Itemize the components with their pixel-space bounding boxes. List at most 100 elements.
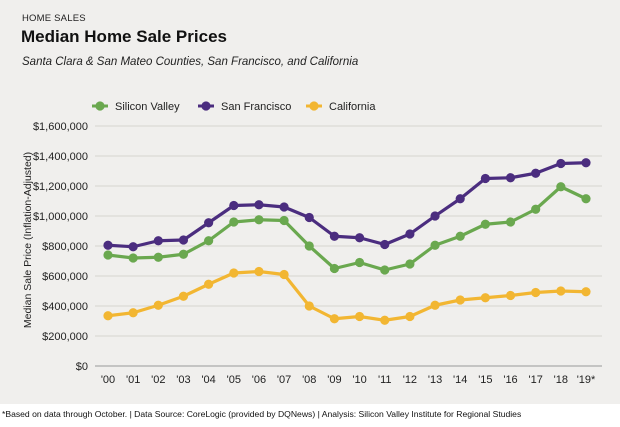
y-tick-label: $200,000 xyxy=(42,331,88,343)
x-axis-ticks: '00 '01 '02 '03 '04 '05 '06 '07 '08 '09 '10 '11 '12 '… xyxy=(101,374,596,386)
legend-label-california: California xyxy=(329,101,376,113)
san-francisco-point xyxy=(229,200,239,211)
silicon-valley-point xyxy=(329,263,340,274)
silicon-valley-point xyxy=(128,253,138,263)
california-point xyxy=(128,308,138,318)
san-francisco-point xyxy=(380,239,390,250)
california-point xyxy=(430,300,440,310)
footnote: *Based on data through October. | Data S… xyxy=(2,409,522,419)
california-point xyxy=(178,291,189,301)
silicon-valley-point xyxy=(204,236,214,246)
san-francisco-point xyxy=(153,236,163,246)
silicon-valley-point xyxy=(430,240,440,250)
x-tick-label: '17 xyxy=(529,374,543,386)
legend-swatch-dot-silicon-valley xyxy=(95,101,105,111)
x-tick-label: '19* xyxy=(577,374,596,386)
silicon-valley-point xyxy=(405,259,415,269)
silicon-valley-point xyxy=(103,250,113,260)
y-tick-label: $1,000,000 xyxy=(33,211,88,223)
san-francisco-point xyxy=(405,229,415,239)
line-chart: $0 $200,000 $400,000 $600,000 $800,000 $1,000… xyxy=(22,101,602,386)
gridlines xyxy=(95,125,602,367)
california-point xyxy=(153,300,163,310)
california-point xyxy=(254,266,264,277)
y-tick-label: $400,000 xyxy=(42,301,88,313)
san-francisco-point xyxy=(254,200,264,210)
california-point xyxy=(204,279,214,289)
california-point xyxy=(581,287,591,297)
san-francisco-point xyxy=(103,240,113,250)
x-tick-label: '00 xyxy=(101,374,115,386)
legend-swatch-dot-california xyxy=(309,101,319,111)
y-tick-label: $1,400,000 xyxy=(33,151,88,163)
san-francisco-point xyxy=(279,202,289,212)
y-tick-label: $0 xyxy=(76,361,88,373)
san-francisco-point xyxy=(178,235,189,245)
san-francisco-point xyxy=(304,212,314,223)
y-axis-label: Median Sale Price (Inflation-Adjusted) xyxy=(22,152,34,328)
section-label: HOME SALES xyxy=(22,13,86,24)
x-tick-label: '05 xyxy=(227,374,241,386)
x-tick-label: '06 xyxy=(252,374,266,386)
san-francisco-point xyxy=(455,194,465,204)
silicon-valley-point xyxy=(304,241,314,251)
silicon-valley-point xyxy=(354,257,365,268)
san-francisco-point xyxy=(128,242,138,252)
california-point xyxy=(380,315,390,325)
x-tick-label: '13 xyxy=(428,374,442,386)
legend-label-silicon-valley: Silicon Valley xyxy=(115,101,180,113)
silicon-valley-point xyxy=(556,182,566,192)
california-point xyxy=(480,293,490,303)
x-tick-label: '12 xyxy=(403,374,417,386)
san-francisco-point xyxy=(480,173,490,184)
x-tick-label: '09 xyxy=(327,374,341,386)
legend: Silicon Valley San Francisco California xyxy=(92,101,376,113)
chart-panel xyxy=(0,0,620,404)
san-francisco-point xyxy=(581,158,591,168)
legend-label-san-francisco: San Francisco xyxy=(221,101,291,113)
x-tick-label: '07 xyxy=(277,374,291,386)
y-tick-label: $1,600,000 xyxy=(33,121,88,133)
california-point xyxy=(556,286,566,296)
y-tick-label: $800,000 xyxy=(42,241,88,253)
x-tick-label: '16 xyxy=(503,374,517,386)
silicon-valley-point xyxy=(531,204,541,214)
silicon-valley-point xyxy=(581,194,591,204)
legend-swatch-dot-san-francisco xyxy=(201,101,211,111)
y-axis-ticks: $0 $200,000 $400,000 $600,000 $800,000 $1,000… xyxy=(33,121,88,373)
silicon-valley-point xyxy=(279,215,289,226)
silicon-valley-point xyxy=(380,265,390,275)
x-tick-label: '14 xyxy=(453,374,467,386)
california-point xyxy=(531,287,541,298)
silicon-valley-line xyxy=(107,185,587,272)
x-tick-label: '08 xyxy=(302,374,316,386)
san-francisco-point xyxy=(329,231,340,241)
san-francisco-point xyxy=(204,218,214,228)
california-point xyxy=(405,311,415,322)
x-tick-label: '15 xyxy=(478,374,492,386)
chart-title: Median Home Sale Prices xyxy=(21,27,227,46)
chart-subtitle: Santa Clara & San Mateo Counties, San Fr… xyxy=(22,56,359,68)
silicon-valley-point xyxy=(480,219,490,229)
x-tick-label: '02 xyxy=(151,374,165,386)
san-francisco-point xyxy=(556,158,566,169)
california-point xyxy=(279,269,289,280)
san-francisco-point xyxy=(430,211,440,221)
y-tick-label: $600,000 xyxy=(42,271,88,283)
california-point xyxy=(455,295,465,305)
y-tick-label: $1,200,000 xyxy=(33,181,88,193)
california-point xyxy=(354,311,365,322)
silicon-valley-point xyxy=(178,249,189,259)
silicon-valley-point xyxy=(254,215,264,225)
silicon-valley-point xyxy=(455,231,465,241)
x-tick-label: '04 xyxy=(201,374,215,386)
x-tick-label: '03 xyxy=(176,374,190,386)
california-point xyxy=(304,301,314,311)
silicon-valley-point xyxy=(505,217,516,227)
california-point xyxy=(103,311,113,321)
san-francisco-point xyxy=(354,233,365,243)
california-point xyxy=(329,314,340,324)
x-tick-label: '11 xyxy=(378,374,392,386)
silicon-valley-point xyxy=(153,252,163,262)
x-tick-label: '10 xyxy=(352,374,366,386)
